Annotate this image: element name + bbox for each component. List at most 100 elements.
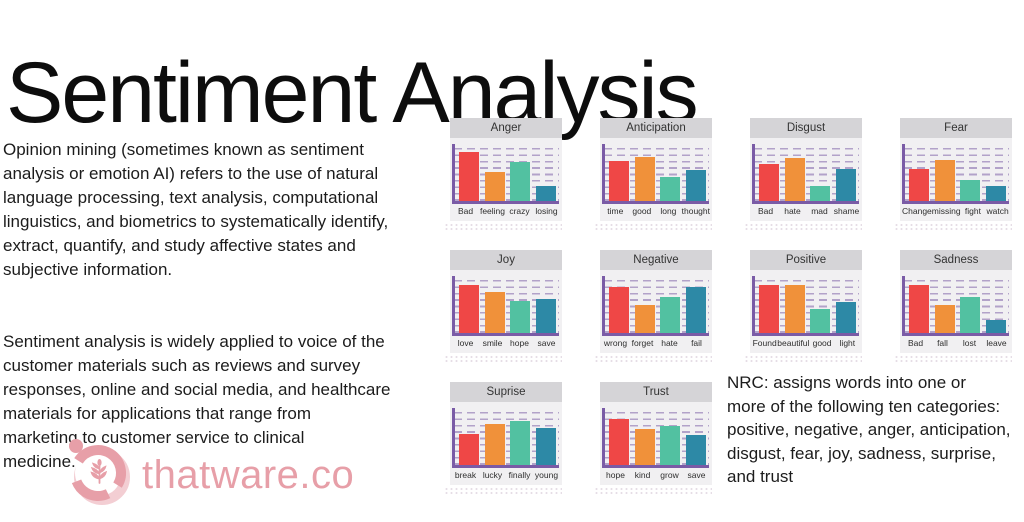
chart-title: Suprise	[450, 382, 562, 402]
chart-card-disgust: Disgust Bad hate mad shame	[744, 118, 862, 230]
bar-hope	[510, 300, 531, 334]
nrc-note: NRC: assigns words into one or more of t…	[727, 373, 1011, 486]
bar-label: Bad	[457, 206, 474, 216]
bar-label: kind	[634, 470, 651, 480]
bar-love	[459, 285, 479, 334]
bar-break	[459, 434, 479, 466]
chart-title: Anticipation	[600, 118, 712, 138]
chart-title: Sadness	[900, 250, 1012, 270]
chart-card-trust: Trust hope kind grow save	[594, 382, 712, 494]
y-axis	[752, 276, 755, 336]
chart-plot	[752, 144, 859, 204]
bar-hate	[784, 158, 805, 202]
bar-label: fight	[964, 206, 981, 216]
chart-card-negative: Negative wrong forget hate fail	[594, 250, 712, 362]
x-axis	[602, 201, 709, 204]
intro-paragraph-2: Sentiment analysis is widely applied to …	[3, 332, 391, 471]
bar-labels: hope kind grow save	[602, 470, 710, 480]
bars-group	[757, 280, 858, 334]
bar-label: Found	[752, 338, 777, 348]
wheat-glyph	[90, 458, 108, 484]
chart-title: Joy	[450, 250, 562, 270]
bars-group	[907, 280, 1008, 334]
bar-label: Change	[902, 206, 932, 216]
bars-group	[457, 148, 558, 202]
chart-plot	[752, 276, 859, 336]
wheat-aperture-icon	[69, 439, 130, 505]
y-axis	[602, 276, 605, 336]
bar-label: mad	[811, 206, 828, 216]
chart-plot	[902, 276, 1009, 336]
bar-label: watch	[986, 206, 1009, 216]
bar-label: crazy	[509, 206, 530, 216]
bar-label: losing	[535, 206, 558, 216]
bar-bad	[759, 164, 779, 202]
chart-plot	[602, 276, 709, 336]
bar-label: grow	[660, 470, 679, 480]
y-axis	[902, 276, 905, 336]
bar-watch	[985, 185, 1006, 202]
bar-label: lucky	[482, 470, 503, 480]
bar-label: wrong	[603, 338, 628, 348]
x-axis	[902, 333, 1009, 336]
bar-label: forget	[631, 338, 654, 348]
bar-light	[835, 302, 856, 334]
bar-label: break	[454, 470, 477, 480]
y-axis	[452, 276, 455, 336]
y-axis	[752, 144, 755, 204]
chart-plot	[452, 144, 559, 204]
chart-card-sadness: Sadness Bad fall lost leave	[894, 250, 1012, 362]
bar-labels: love smile hope save	[452, 338, 560, 348]
bar-change	[909, 169, 929, 202]
bar-time	[609, 160, 629, 202]
bar-labels: wrong forget hate fail	[602, 338, 710, 348]
logo-dot	[69, 439, 83, 453]
bar-label: good	[812, 338, 832, 348]
bar-forget	[634, 304, 655, 334]
chart-card-joy: Joy love smile hope save	[444, 250, 562, 362]
bar-labels: time good long thought	[602, 206, 710, 216]
bar-hate	[660, 297, 681, 334]
bar-finally	[510, 420, 531, 466]
bar-labels: Bad hate mad shame	[752, 206, 860, 216]
bar-lost	[960, 297, 981, 334]
page-title: Sentiment Analysis	[6, 44, 699, 141]
x-axis	[452, 465, 559, 468]
bar-long	[660, 176, 681, 202]
bar-wrong	[609, 286, 629, 334]
y-axis	[602, 144, 605, 204]
bar-kind	[634, 429, 655, 466]
bars-group	[607, 280, 708, 334]
bar-label: hate	[661, 338, 678, 348]
bar-losing	[535, 185, 556, 202]
chart-title: Disgust	[750, 118, 862, 138]
bar-label: leave	[986, 338, 1007, 348]
bar-bad	[459, 152, 479, 202]
chart-plot	[452, 276, 559, 336]
brand-logo-text: thatware.co	[142, 452, 355, 497]
x-axis	[452, 201, 559, 204]
bars-group	[757, 148, 858, 202]
bar-found	[759, 285, 779, 334]
bar-label: time	[607, 206, 624, 216]
bar-label: hope	[606, 470, 625, 480]
bar-label: young	[534, 470, 559, 480]
x-axis	[602, 465, 709, 468]
intro-paragraph-1: Opinion mining (sometimes known as senti…	[3, 140, 389, 279]
bar-label: beautiful	[777, 338, 810, 348]
chart-card-anticipation: Anticipation time good long thought	[594, 118, 712, 230]
bar-label: smile	[482, 338, 503, 348]
chart-title: Trust	[600, 382, 712, 402]
bar-feeling	[484, 171, 505, 202]
y-axis	[452, 408, 455, 468]
bar-label: hate	[784, 206, 801, 216]
bar-save	[685, 435, 706, 466]
chart-title: Fear	[900, 118, 1012, 138]
bars-group	[607, 412, 708, 466]
bar-bad	[909, 285, 929, 334]
bar-label: good	[632, 206, 652, 216]
bars-group	[457, 280, 558, 334]
bar-label: feeling	[479, 206, 506, 216]
bar-young	[535, 428, 556, 466]
bar-label: shame	[833, 206, 860, 216]
